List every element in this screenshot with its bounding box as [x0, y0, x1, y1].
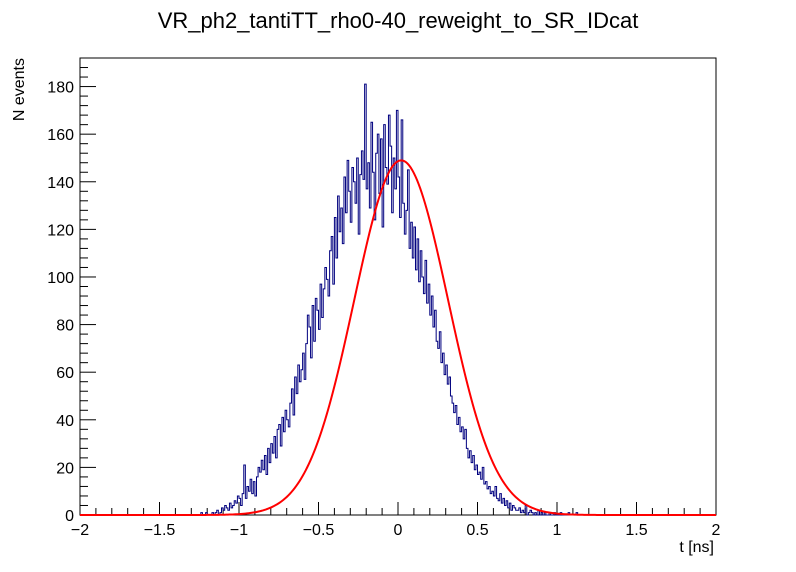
x-tick-label: 1.5	[625, 522, 647, 539]
fit-curve	[80, 159, 716, 516]
x-tick-label: 1	[553, 522, 562, 539]
x-tick-label: −2	[71, 522, 89, 539]
x-tick-label: −1	[230, 522, 248, 539]
data-histogram	[80, 83, 716, 516]
chart-title: VR_ph2_tantiTT_rho0-40_reweight_to_SR_ID…	[158, 8, 639, 33]
x-tick-label: −1.5	[144, 522, 176, 539]
y-tick-label: 160	[47, 127, 74, 144]
y-tick-label: 120	[47, 222, 74, 239]
x-axis-label: t [ns]	[679, 539, 714, 556]
y-tick-label: 100	[47, 270, 74, 287]
y-tick-label: 40	[56, 413, 74, 430]
x-tick-label: 2	[712, 522, 721, 539]
x-tick-label: −0.5	[303, 522, 335, 539]
y-tick-label: 60	[56, 365, 74, 382]
gaussian-fit-line	[80, 159, 716, 516]
y-tick-label: 180	[47, 80, 74, 97]
y-tick-label: 20	[56, 460, 74, 477]
x-tick-label: 0.5	[466, 522, 488, 539]
x-tick-label: 0	[394, 522, 403, 539]
y-tick-label: 0	[65, 508, 74, 525]
y-axis: 0 20 40 60 80 100 120 140 160 180	[47, 57, 96, 525]
y-tick-label: 80	[56, 318, 74, 335]
x-axis: −2 −1.5 −1 −0.5 0 0.5 1 1.5 2	[71, 502, 721, 539]
y-axis-label: N events	[11, 58, 28, 121]
y-tick-label: 140	[47, 175, 74, 192]
histogram-outline	[80, 83, 716, 516]
